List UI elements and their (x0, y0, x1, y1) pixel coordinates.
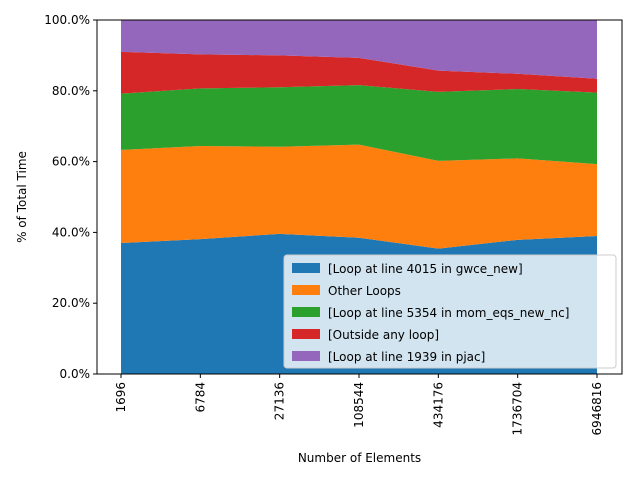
x-tick-label: 6946816 (590, 382, 604, 435)
legend-swatch (292, 351, 320, 361)
area-series-1 (121, 144, 597, 249)
x-tick-label: 434176 (431, 382, 445, 428)
y-tick-label: 40.0% (52, 225, 90, 239)
area-series-4 (121, 20, 597, 79)
x-axis-ticks: 1696 6784 27136 108544 434176 1736704 6946816 (114, 374, 604, 435)
area-series-3 (121, 51, 597, 94)
legend-label: [Loop at line 1939 in pjac] (328, 350, 485, 364)
y-tick-label: 60.0% (52, 155, 90, 169)
y-axis-ticks: 0.0% 20.0% 40.0% 60.0% 80.0% 100.0% (44, 13, 97, 381)
x-tick-label: 6784 (193, 382, 207, 413)
legend-label: [Loop at line 4015 in gwce_new] (328, 262, 523, 276)
y-tick-label: 80.0% (52, 84, 90, 98)
y-axis-label: % of Total Time (15, 151, 29, 243)
area-series-2 (121, 85, 597, 165)
y-tick-label: 20.0% (52, 296, 90, 310)
legend-label: [Outside any loop] (328, 328, 439, 342)
legend-box (283, 254, 617, 369)
legend: [Loop at line 4015 in gwce_new] Other Loo… (283, 254, 617, 369)
x-tick-label: 27136 (273, 382, 287, 420)
x-axis-label: Number of Elements (298, 451, 421, 465)
legend-label: [Loop at line 5354 in mom_eqs_new_nc] (328, 306, 569, 320)
legend-swatch (292, 285, 320, 295)
x-tick-label: 1736704 (511, 382, 525, 435)
legend-swatch (292, 329, 320, 339)
y-tick-label: 100.0% (44, 13, 90, 27)
y-tick-label: 0.0% (60, 367, 91, 381)
legend-swatch (292, 307, 320, 317)
legend-swatch (292, 263, 320, 273)
legend-label: Other Loops (328, 284, 401, 298)
x-tick-label: 108544 (352, 382, 366, 428)
x-tick-label: 1696 (114, 382, 128, 413)
